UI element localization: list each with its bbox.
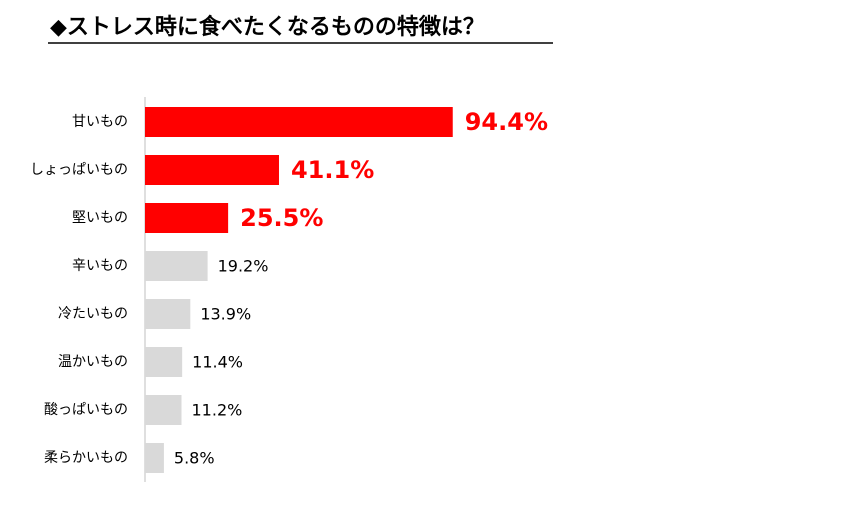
category-label: 温かいもの [58,354,128,370]
value-label: 13.9% [200,305,251,324]
bar [145,203,229,233]
value-label: 11.4% [192,353,243,372]
bar [145,395,182,425]
value-label: 11.2% [192,401,243,420]
value-label: 5.8% [174,449,215,468]
value-label: 25.5% [240,204,323,232]
category-label: 辛いもの [72,258,128,274]
category-label: 冷たいもの [58,306,128,322]
value-label: 41.1% [291,156,374,184]
bar [145,443,164,473]
category-label: 堅いもの [72,210,128,226]
bar [145,347,183,377]
bar [145,107,453,137]
value-label: 19.2% [218,257,269,276]
bar [145,299,191,329]
value-label: 94.4% [465,108,548,136]
category-label: 甘いもの [72,114,128,130]
bar [145,251,208,281]
bar [145,155,279,185]
category-label: 柔らかいもの [44,450,128,466]
chart-title: ◆ストレス時に食べたくなるものの特徴は？ [50,14,485,40]
category-label: しょっぱいもの [30,162,128,178]
category-label: 酸っぱいもの [44,402,128,418]
